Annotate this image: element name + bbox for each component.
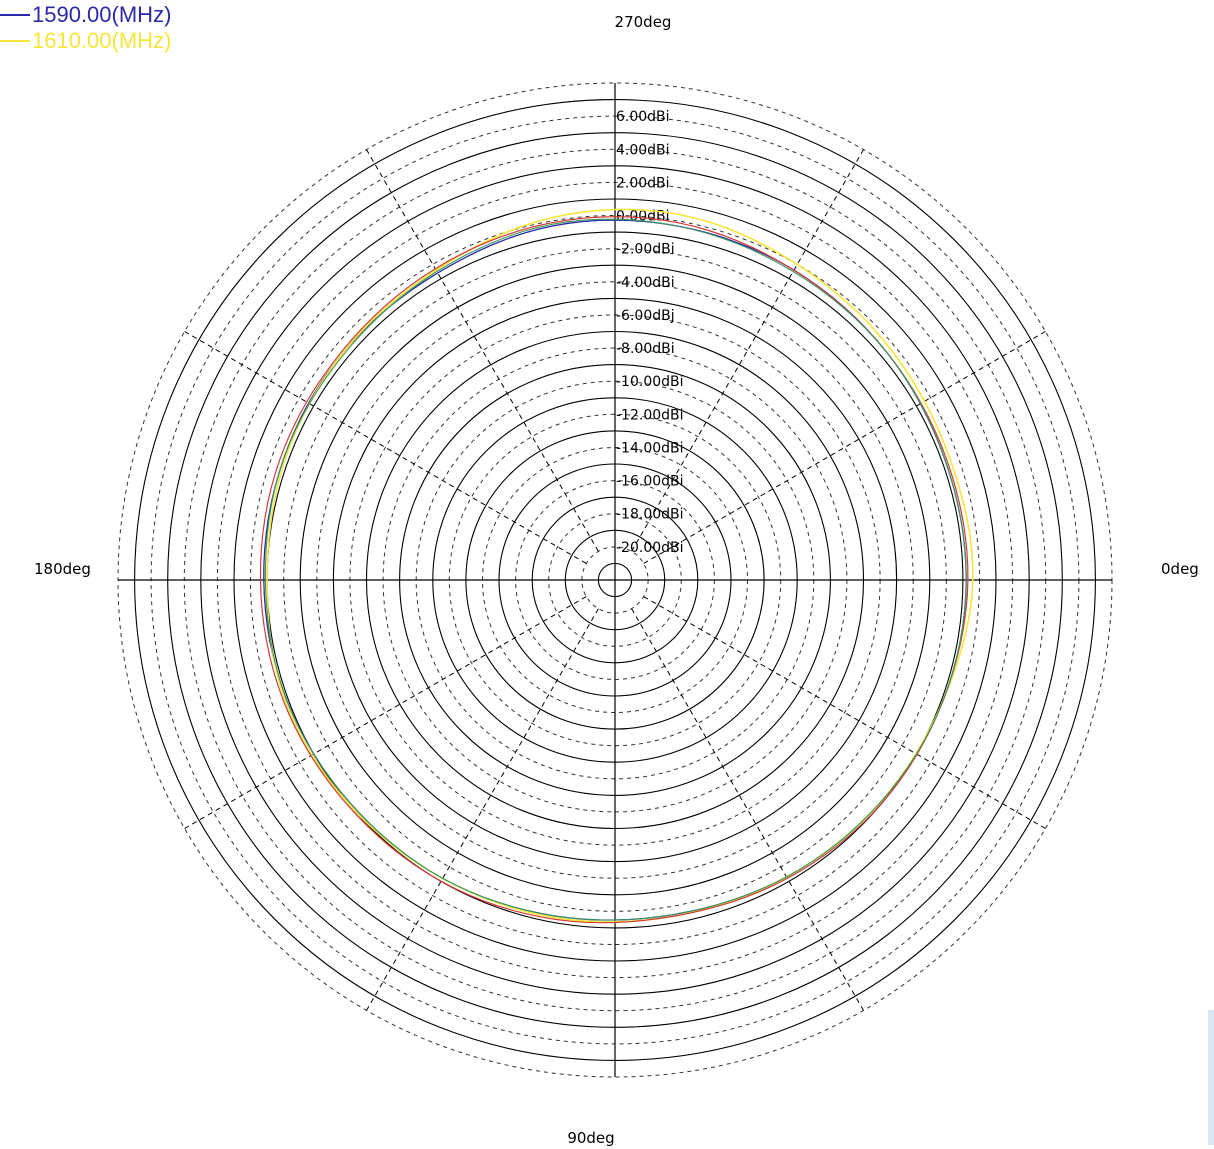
angle-label-180: 180deg — [34, 560, 91, 578]
radial-tick-label: -2.00dBi — [616, 242, 675, 258]
radial-tick-label: 2.00dBi — [616, 175, 670, 191]
radial-tick-label: -12.00dBi — [616, 407, 684, 423]
window-edge-strip — [1208, 1010, 1214, 1145]
angle-label-0: 0deg — [1161, 560, 1199, 578]
radial-tick-label: -14.00dBi — [616, 441, 684, 457]
radial-tick-label: -6.00dBj — [616, 308, 675, 324]
angle-label-90: 90deg — [567, 1129, 614, 1147]
radial-tick-label: -10.00dBi — [616, 374, 684, 390]
chart-series — [259, 208, 974, 924]
radial-tick-labels: 6.00dBi4.00dBi2.00dBi0.00dBi-2.00dBi-4.0… — [616, 109, 684, 556]
radial-tick-label: -20.00dBi — [616, 540, 684, 556]
series-line-3 — [259, 216, 969, 924]
grid-spoke — [184, 596, 587, 829]
legend-entry-1590: 1590.00(MHz) — [0, 2, 171, 28]
radial-tick-label: -4.00dBi — [616, 275, 675, 291]
legend-swatch-1590 — [0, 14, 30, 16]
series-line-4 — [264, 218, 967, 921]
radial-tick-label: 4.00dBi — [616, 142, 670, 158]
chart-legend: 1590.00(MHz) 1610.00(MHz) — [0, 2, 171, 54]
angle-label-270: 270deg — [615, 13, 672, 31]
legend-entry-1610: 1610.00(MHz) — [0, 28, 171, 54]
radial-tick-label: 6.00dBi — [616, 109, 670, 125]
chart-axes — [118, 83, 1112, 1077]
radial-tick-label: -8.00dBi — [616, 341, 675, 357]
radial-tick-label: -16.00dBi — [616, 474, 684, 490]
radial-tick-label: -18.00dBi — [616, 507, 684, 523]
legend-label-1610: 1610.00(MHz) — [32, 28, 172, 53]
grid-spoke — [643, 331, 1046, 564]
legend-swatch-1610 — [0, 40, 30, 42]
legend-label-1590: 1590.00(MHz) — [32, 2, 172, 27]
